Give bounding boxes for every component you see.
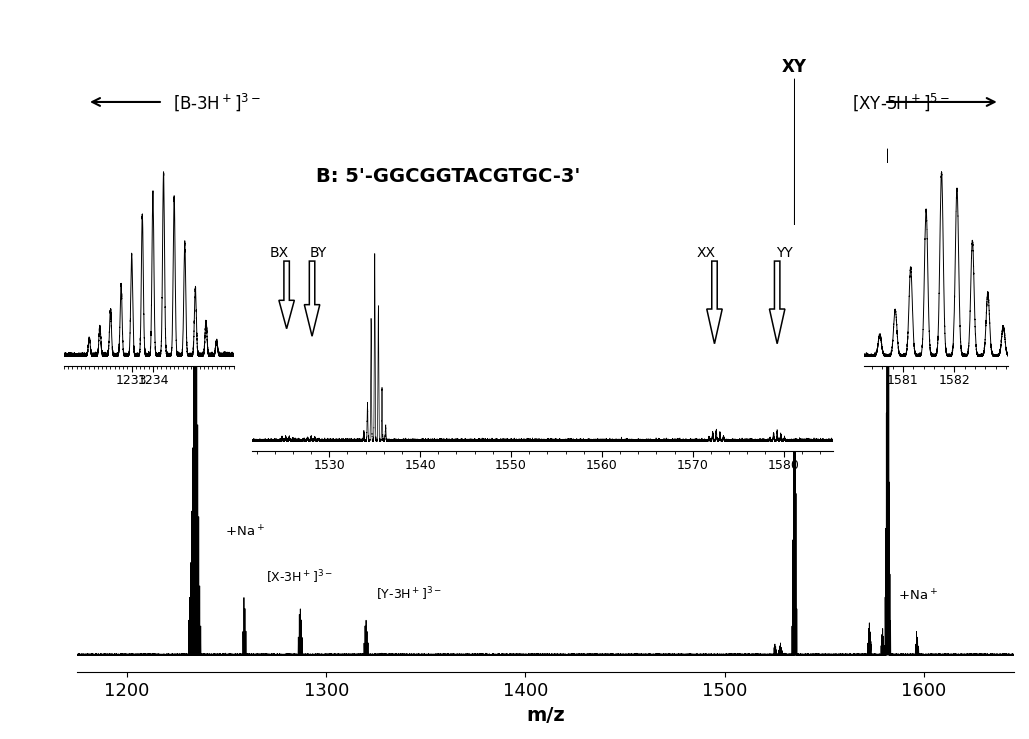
Text: B: 5'-GGCGGTACGTGC-3': B: 5'-GGCGGTACGTGC-3' bbox=[316, 168, 580, 186]
Text: XX: XX bbox=[697, 246, 716, 260]
Text: [B-3H$^+$]$^{3-}$: [B-3H$^+$]$^{3-}$ bbox=[173, 91, 261, 113]
Text: Y: 3'-CGGGTTCGACCGT-5': Y: 3'-CGGGTTCGACCGT-5' bbox=[316, 298, 568, 316]
Text: [XY-5H$^+$]$^{5-}$: [XY-5H$^+$]$^{5-}$ bbox=[852, 91, 951, 113]
Text: YY: YY bbox=[776, 246, 792, 260]
Text: [X-3H$^+$]$^{3-}$: [X-3H$^+$]$^{3-}$ bbox=[267, 568, 333, 586]
Text: BY: BY bbox=[310, 246, 327, 260]
Text: XY: XY bbox=[782, 58, 807, 76]
Text: BX: BX bbox=[270, 246, 289, 260]
Text: [Y-3H$^+$]$^{3-}$: [Y-3H$^+$]$^{3-}$ bbox=[376, 586, 441, 603]
X-axis label: m/z: m/z bbox=[526, 706, 565, 725]
Text: X: 5'-GCCCAAGCTGGCA-3': X: 5'-GCCCAAGCTGGCA-3' bbox=[316, 240, 574, 258]
Text: +Na$^+$: +Na$^+$ bbox=[224, 525, 264, 540]
Text: +Na$^+$: +Na$^+$ bbox=[897, 588, 937, 603]
